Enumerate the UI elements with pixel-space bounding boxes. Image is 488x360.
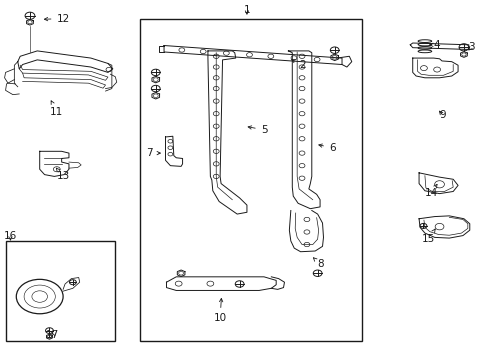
Text: 2: 2 — [291, 60, 305, 70]
Text: 17: 17 — [46, 330, 60, 340]
Text: 1: 1 — [243, 5, 250, 15]
Text: 5: 5 — [247, 125, 267, 135]
Text: 12: 12 — [44, 14, 70, 24]
Bar — [140, 19, 361, 341]
Text: 13: 13 — [56, 168, 70, 181]
Text: 3: 3 — [467, 42, 473, 52]
Text: 11: 11 — [50, 101, 63, 117]
Text: 8: 8 — [313, 258, 323, 269]
Text: 16: 16 — [4, 231, 17, 240]
Text: 14: 14 — [424, 184, 437, 198]
Text: 7: 7 — [146, 148, 160, 158]
Text: 6: 6 — [318, 143, 335, 153]
Text: 9: 9 — [439, 111, 446, 121]
Text: 15: 15 — [421, 229, 434, 244]
Bar — [5, 241, 115, 341]
Text: 4: 4 — [429, 40, 440, 50]
Text: 10: 10 — [213, 298, 226, 323]
